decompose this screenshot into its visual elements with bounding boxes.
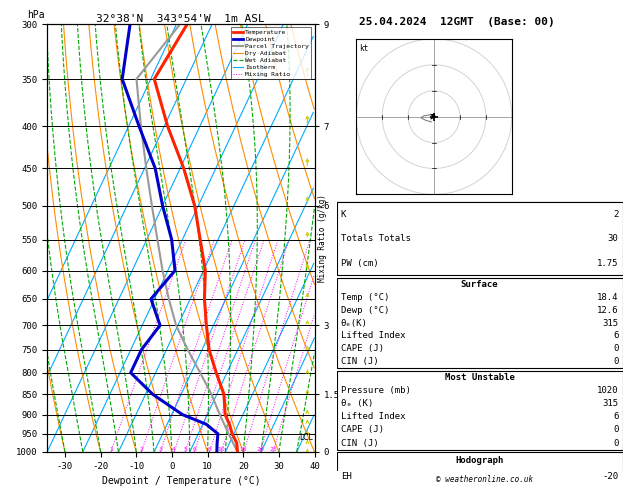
Text: CIN (J): CIN (J): [341, 357, 379, 366]
Bar: [337, 452, 623, 486]
Text: 6: 6: [613, 331, 618, 340]
Text: 6: 6: [192, 447, 196, 452]
Text: 1: 1: [109, 447, 113, 452]
Text: 10: 10: [218, 447, 225, 452]
Text: 6: 6: [613, 412, 618, 421]
Text: θₑ(K): θₑ(K): [341, 319, 368, 328]
Text: -20: -20: [603, 471, 618, 481]
Text: kt: kt: [359, 44, 369, 52]
Y-axis label: km
ASL: km ASL: [349, 228, 364, 248]
Text: 0: 0: [613, 357, 618, 366]
Bar: [337, 278, 623, 368]
Text: CAPE (J): CAPE (J): [341, 344, 384, 353]
Text: 8: 8: [208, 447, 211, 452]
Text: 12.6: 12.6: [597, 306, 618, 315]
Bar: [337, 202, 623, 276]
Text: CAPE (J): CAPE (J): [341, 425, 384, 434]
Text: CIN (J): CIN (J): [341, 438, 379, 448]
Text: Totals Totals: Totals Totals: [341, 234, 411, 243]
Text: 4: 4: [172, 447, 176, 452]
Text: Surface: Surface: [461, 280, 498, 289]
Text: Dewp (°C): Dewp (°C): [341, 306, 389, 315]
Text: EH: EH: [341, 471, 352, 481]
Text: LCL: LCL: [299, 433, 313, 442]
Title: 32°38'N  343°54'W  1m ASL: 32°38'N 343°54'W 1m ASL: [96, 14, 265, 23]
Text: 2: 2: [613, 210, 618, 219]
Text: Lifted Index: Lifted Index: [341, 412, 405, 421]
Text: hPa: hPa: [27, 10, 45, 20]
Text: 30: 30: [608, 234, 618, 243]
Text: 315: 315: [603, 319, 618, 328]
Text: Hodograph: Hodograph: [455, 456, 504, 465]
Text: 0: 0: [613, 344, 618, 353]
Text: 25.04.2024  12GMT  (Base: 00): 25.04.2024 12GMT (Base: 00): [359, 17, 554, 27]
Text: θₑ (K): θₑ (K): [341, 399, 373, 408]
Text: Most Unstable: Most Unstable: [445, 373, 515, 382]
Text: 18.4: 18.4: [597, 293, 618, 302]
Bar: [337, 371, 623, 450]
Text: Pressure (mb): Pressure (mb): [341, 386, 411, 395]
Text: 1020: 1020: [597, 386, 618, 395]
Text: PW (cm): PW (cm): [341, 259, 379, 268]
X-axis label: Dewpoint / Temperature (°C): Dewpoint / Temperature (°C): [101, 476, 260, 486]
Text: © weatheronline.co.uk: © weatheronline.co.uk: [436, 474, 533, 484]
Text: 2: 2: [140, 447, 143, 452]
Text: 25: 25: [269, 447, 277, 452]
Text: 0: 0: [613, 438, 618, 448]
Text: 5: 5: [183, 447, 187, 452]
Text: 0: 0: [613, 425, 618, 434]
Legend: Temperature, Dewpoint, Parcel Trajectory, Dry Adiabat, Wet Adiabat, Isotherm, Mi: Temperature, Dewpoint, Parcel Trajectory…: [231, 27, 311, 79]
Text: Lifted Index: Lifted Index: [341, 331, 405, 340]
Text: 1.75: 1.75: [597, 259, 618, 268]
Text: Temp (°C): Temp (°C): [341, 293, 389, 302]
Text: Mixing Ratio (g/kg): Mixing Ratio (g/kg): [318, 194, 326, 282]
Text: 315: 315: [603, 399, 618, 408]
Text: 15: 15: [240, 447, 248, 452]
Text: K: K: [341, 210, 346, 219]
Text: 3: 3: [159, 447, 162, 452]
Text: 20: 20: [256, 447, 264, 452]
